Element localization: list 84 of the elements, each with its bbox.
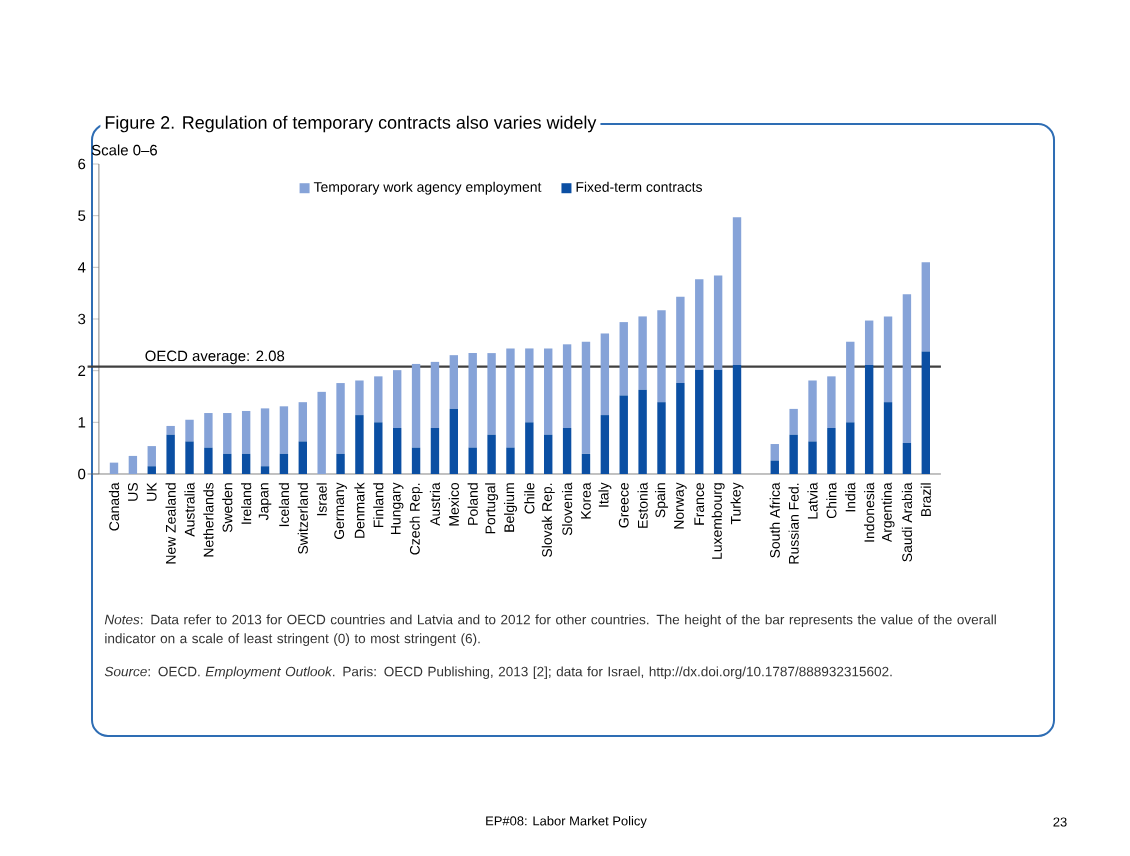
bar <box>713 275 723 370</box>
bar <box>827 428 836 474</box>
bar <box>317 391 326 474</box>
bar <box>260 466 270 474</box>
bar <box>883 402 893 474</box>
bar <box>241 410 251 454</box>
bar <box>921 262 930 352</box>
bar <box>392 370 402 429</box>
bar <box>374 422 383 474</box>
bar <box>638 316 647 390</box>
bar <box>808 441 817 474</box>
bar <box>902 443 912 474</box>
bar <box>411 363 421 448</box>
bar <box>506 447 515 474</box>
bar <box>732 364 742 474</box>
bar <box>430 361 440 429</box>
bar <box>808 380 817 442</box>
bar <box>487 353 496 435</box>
bar <box>223 413 232 454</box>
bar <box>355 415 364 474</box>
bar <box>581 453 591 474</box>
bar <box>430 428 440 474</box>
bar <box>921 351 930 474</box>
bar <box>336 453 345 474</box>
bar <box>657 310 666 403</box>
bar <box>374 376 383 423</box>
bar <box>147 446 156 467</box>
bar <box>864 364 874 474</box>
bar <box>468 447 477 474</box>
bar <box>883 316 893 403</box>
bar <box>260 408 270 467</box>
bar <box>827 376 836 429</box>
bar <box>525 348 534 423</box>
bar <box>638 389 647 474</box>
bar <box>525 422 534 474</box>
bar <box>619 322 628 396</box>
bar <box>166 434 175 474</box>
bar <box>506 348 515 448</box>
bar <box>864 320 874 365</box>
bar <box>279 453 289 474</box>
bar <box>392 428 402 474</box>
bar <box>846 341 855 423</box>
bar <box>185 419 194 442</box>
bar <box>298 402 307 442</box>
bar <box>109 462 119 474</box>
bar <box>713 369 723 474</box>
bar <box>789 434 798 474</box>
bar <box>562 428 572 474</box>
bar <box>657 402 666 474</box>
bar <box>732 217 742 365</box>
bar <box>770 460 779 474</box>
bar <box>128 455 138 474</box>
bar <box>600 333 610 416</box>
bar <box>223 453 232 474</box>
bar <box>562 344 572 429</box>
bar <box>544 348 553 435</box>
bar <box>695 369 704 474</box>
bar <box>411 447 421 474</box>
bar <box>241 453 251 474</box>
bar <box>204 413 213 448</box>
bar <box>166 425 175 435</box>
bar <box>676 383 685 474</box>
bar <box>902 294 912 443</box>
bar <box>147 466 156 474</box>
bar <box>770 444 779 461</box>
bar <box>581 341 591 454</box>
bar <box>600 415 610 474</box>
bar <box>468 353 477 448</box>
bar <box>279 406 289 454</box>
bar <box>789 408 798 435</box>
bar <box>449 408 459 474</box>
bar <box>298 441 307 474</box>
bar <box>695 279 704 370</box>
chart-title: Figure 2. Regulation of temporary contracts also varies widely <box>105 115 597 133</box>
bar <box>846 422 855 474</box>
bar <box>336 383 345 454</box>
bar <box>487 434 496 474</box>
bar <box>185 441 194 474</box>
bar <box>544 434 553 474</box>
bar <box>355 380 364 416</box>
bar <box>449 355 459 409</box>
bar <box>676 296 685 384</box>
bar <box>204 447 213 474</box>
bar <box>619 395 628 474</box>
